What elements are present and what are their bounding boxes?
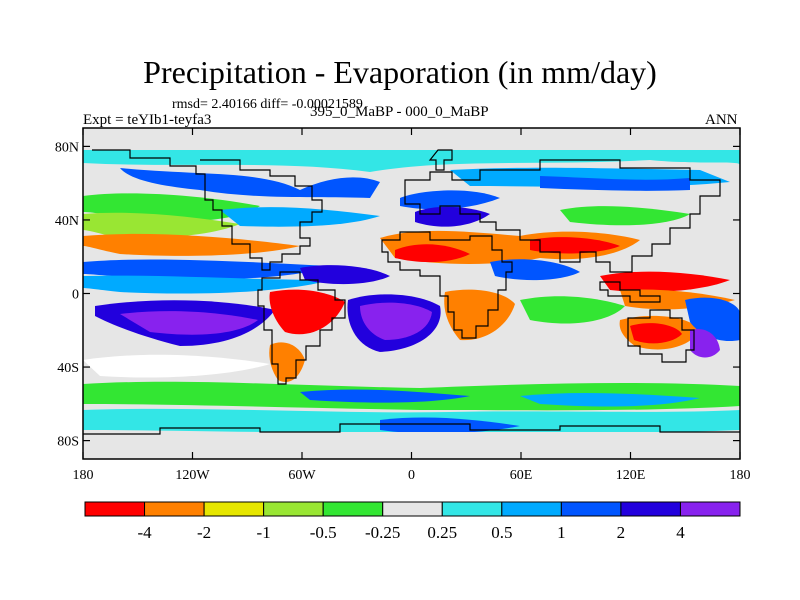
- colorbar-swatch: [322, 501, 384, 517]
- southern-ocean-lightblue: [520, 392, 700, 407]
- sahara-red: [395, 244, 470, 263]
- colorbar-swatch: [382, 501, 443, 517]
- plot-title: Precipitation - Evaporation (in mm/day): [143, 54, 657, 90]
- greenland-svalbard-outline: [428, 149, 453, 171]
- colorbar-label: 2: [617, 523, 626, 542]
- north-america-outline: [92, 149, 323, 271]
- colorbar-swatch: [620, 501, 681, 517]
- lat-tick-label: 40N: [55, 214, 79, 229]
- warm-pool-red: [600, 271, 730, 292]
- axis-ticks: 80N 40N 0 40S 80S 180 120W 60W 0 60E 120E 180: [55, 128, 751, 483]
- arctic-cyan: [83, 150, 740, 172]
- lat-tick-label: 40S: [57, 361, 79, 376]
- colorbar-swatch: [84, 501, 146, 517]
- south-america-outline: [257, 271, 346, 385]
- north-pacific-lightgreen: [83, 212, 240, 238]
- itcz-pacific-lightblue: [83, 275, 330, 294]
- itcz-pacific-blue: [83, 259, 330, 280]
- europe-blue: [400, 190, 500, 210]
- colorbar-swatch: [441, 501, 503, 517]
- asia-green: [560, 206, 690, 226]
- north-atlantic-lightblue: [220, 207, 380, 227]
- period-label: 395_0_MaBP - 000_0_MaBP: [310, 104, 489, 120]
- colorbar-label: -1: [257, 523, 271, 542]
- colorbar-swatch: [501, 501, 562, 517]
- asia-red: [530, 237, 620, 254]
- colorbar-swatch: [203, 501, 265, 517]
- eurasia-outline: [404, 159, 721, 273]
- europe-darkblue: [415, 206, 490, 227]
- field-layer: [83, 128, 740, 459]
- lat-tick-label: 0: [72, 288, 79, 303]
- southern-pacific-pale: [83, 354, 270, 378]
- colorbar-swatch: [144, 501, 205, 517]
- colorbar-label: -4: [137, 523, 152, 542]
- colorbar-label: 0.5: [491, 523, 512, 542]
- south-pacific-violet: [120, 311, 258, 335]
- lon-tick-label: 60W: [288, 468, 316, 483]
- lon-tick-label: 120W: [175, 468, 210, 483]
- colorbar-swatch: [263, 501, 324, 517]
- lat-tick-label: 80N: [55, 140, 79, 155]
- colorbar-swatch: [560, 501, 622, 517]
- colorbar-label: 0.25: [427, 523, 457, 542]
- antarctica-outline: [83, 423, 740, 435]
- siberia-blue: [540, 176, 690, 191]
- colorbar-label: -0.25: [365, 523, 400, 542]
- lon-tick-label: 60E: [510, 468, 533, 483]
- colorbar-label: -0.5: [310, 523, 337, 542]
- season-label: ANN: [705, 112, 738, 128]
- australia-red: [630, 323, 682, 344]
- australia-outline: [627, 309, 695, 363]
- southern-ocean-blue: [300, 389, 470, 403]
- maritime-continent-outline: [599, 281, 661, 303]
- africa-outline: [381, 231, 513, 339]
- itcz-atlantic-darkblue: [300, 265, 390, 285]
- south-america-red: [269, 289, 345, 335]
- north-pacific-blue: [120, 168, 380, 198]
- lat-tick-label: 80S: [57, 435, 79, 450]
- indian-ocean-green: [520, 296, 625, 324]
- lon-tick-label: 0: [408, 468, 415, 483]
- south-atlantic-violet: [360, 302, 432, 340]
- colorbar-label: 1: [557, 523, 566, 542]
- tasman-violet: [690, 328, 720, 358]
- colorbar: -4 -2 -1 -0.5 -0.25 0.25 0.5 1 2 4: [84, 501, 741, 542]
- experiment-label: Expt = teYIb1-teyfa3: [83, 112, 212, 128]
- stats-line: rmsd= 2.40166 diff= -0.00021589: [172, 97, 363, 112]
- southern-africa-orange: [444, 289, 515, 341]
- colorbar-label: 4: [676, 523, 685, 542]
- subtropical-pacific-orange: [83, 233, 300, 256]
- lon-tick-label: 120E: [616, 468, 646, 483]
- lon-tick-label: 180: [730, 468, 751, 483]
- coastlines: [83, 149, 740, 435]
- colorbar-swatch: [679, 501, 741, 517]
- colorbar-label: -2: [197, 523, 211, 542]
- lon-tick-label: 180: [73, 468, 94, 483]
